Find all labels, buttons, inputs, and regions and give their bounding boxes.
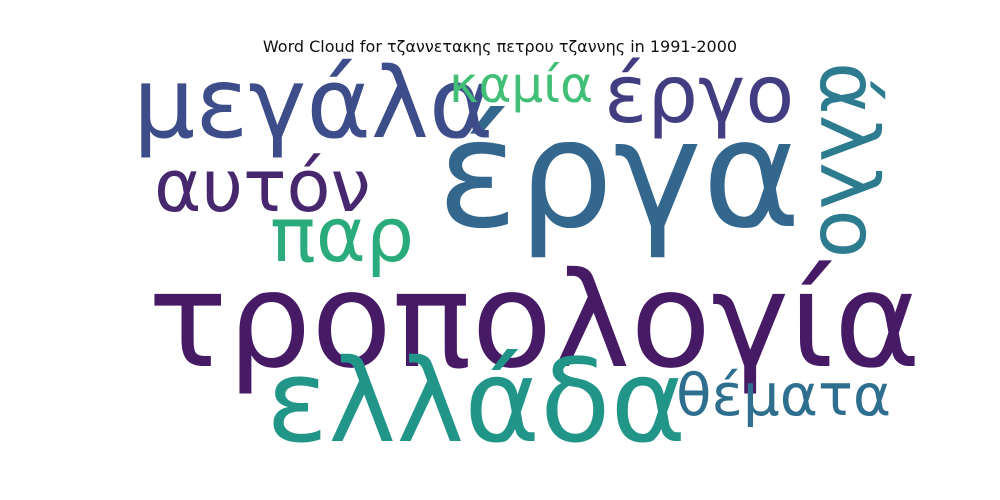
word-par: παρ xyxy=(270,190,415,279)
word-tropologia: τροπολογία xyxy=(148,244,921,398)
word-kamia: καμία xyxy=(449,56,594,114)
word-megala: μεγάλα xyxy=(133,47,494,161)
word-afton: αυτόν xyxy=(154,144,371,228)
word-allo: άλλο xyxy=(802,62,895,259)
word-ellada: ελλάδα xyxy=(266,335,687,469)
word-erga: έργα xyxy=(437,88,801,262)
chart-title: Word Cloud for τζαννετακης πετρου τζαννη… xyxy=(262,37,738,56)
word-ergo: έργο xyxy=(604,48,795,141)
word-themata: θέματα xyxy=(676,361,892,429)
